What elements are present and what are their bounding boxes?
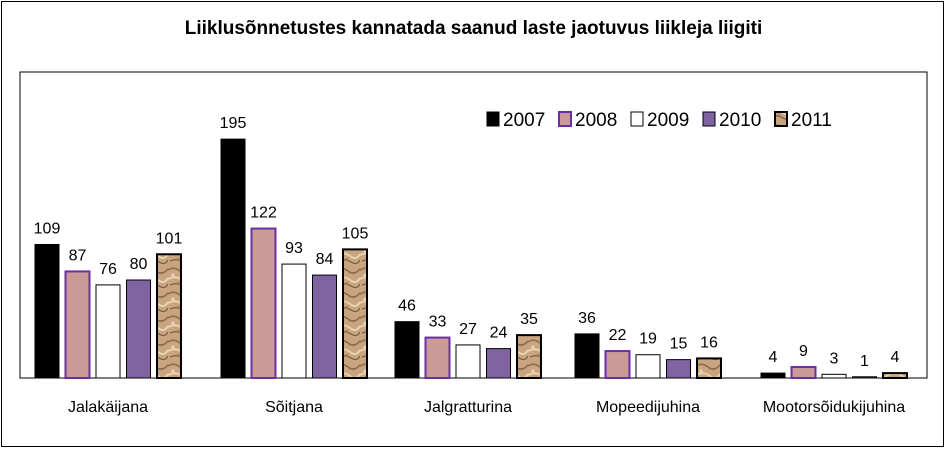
data-label-2009-1: 93 [285, 240, 303, 257]
data-label-2008-4: 9 [799, 343, 808, 360]
category-label-2: Jalgratturina [424, 399, 512, 416]
legend-label-2009: 2009 [647, 110, 689, 131]
data-label-2007-3: 36 [578, 310, 596, 327]
bar-2007-0 [34, 243, 60, 379]
data-label-2007-0: 109 [34, 220, 61, 237]
data-label-2010-2: 24 [490, 325, 508, 342]
data-label-2011-2: 35 [520, 311, 538, 328]
bar-2011-2 [516, 334, 542, 379]
data-label-2008-2: 33 [429, 314, 447, 331]
data-label-2007-2: 46 [398, 298, 416, 315]
bar-2011-0 [156, 253, 182, 379]
data-label-2007-4: 4 [769, 349, 778, 366]
data-label-2011-3: 16 [700, 334, 718, 351]
bar-2010-1 [312, 274, 337, 379]
bar-2009-2 [455, 344, 481, 379]
data-label-2008-1: 122 [250, 205, 277, 222]
data-label-2009-4: 3 [830, 350, 839, 367]
category-label-1: Sõitjana [265, 399, 323, 416]
bar-2011-4 [882, 372, 908, 380]
bar-2010-0 [126, 279, 151, 379]
bar-2008-0 [64, 270, 91, 379]
bar-2011-3 [696, 357, 722, 379]
data-label-2010-3: 15 [670, 336, 688, 353]
bar-2007-2 [394, 321, 420, 379]
legend-label-2011: 2011 [791, 110, 832, 131]
legend-swatch-2008 [558, 111, 572, 127]
legend-label-2008: 2008 [575, 110, 617, 131]
bar-2010-2 [486, 348, 511, 379]
bar-2009-4 [821, 373, 847, 379]
bar-2007-4 [760, 372, 786, 379]
data-label-2008-3: 22 [609, 327, 627, 344]
bar-2009-3 [635, 354, 661, 379]
legend-swatch-2009 [630, 111, 644, 127]
data-label-2010-4: 1 [860, 353, 869, 370]
bar-2007-3 [574, 333, 600, 379]
category-label-4: Mootorsõidukijuhina [763, 399, 905, 416]
legend-label-2007: 2007 [503, 110, 545, 131]
data-label-2011-4: 4 [891, 349, 900, 366]
category-label-3: Mopeedijuhina [596, 399, 700, 416]
bar-2008-2 [424, 336, 451, 380]
data-label-2010-1: 84 [316, 251, 334, 268]
data-label-2010-0: 80 [130, 256, 148, 273]
category-label-0: Jalakäijana [68, 399, 148, 416]
data-label-2011-0: 101 [156, 230, 183, 247]
bar-2010-3 [666, 359, 691, 379]
data-label-2009-3: 19 [639, 331, 657, 348]
legend-swatch-2010 [702, 111, 716, 127]
data-label-2009-0: 76 [99, 261, 117, 278]
bar-2008-3 [604, 350, 631, 379]
bar-2009-0 [95, 284, 121, 379]
data-label-2011-1: 105 [342, 225, 369, 242]
bar-2007-1 [220, 138, 246, 379]
chart-title: Liiklusõnnetustes kannatada saanud laste… [184, 18, 763, 39]
legend-swatch-2007 [486, 111, 500, 127]
data-label-2007-1: 195 [220, 115, 247, 132]
data-label-2008-0: 87 [69, 247, 87, 264]
legend-label-2010: 2010 [719, 110, 761, 131]
bar-2011-1 [342, 248, 368, 379]
bar-2010-4 [852, 376, 877, 379]
bar-2008-4 [790, 365, 817, 380]
legend-swatch-2011 [774, 111, 788, 127]
bar-2009-1 [281, 263, 307, 379]
bar-2008-1 [250, 227, 277, 379]
data-label-2009-2: 27 [459, 321, 477, 338]
